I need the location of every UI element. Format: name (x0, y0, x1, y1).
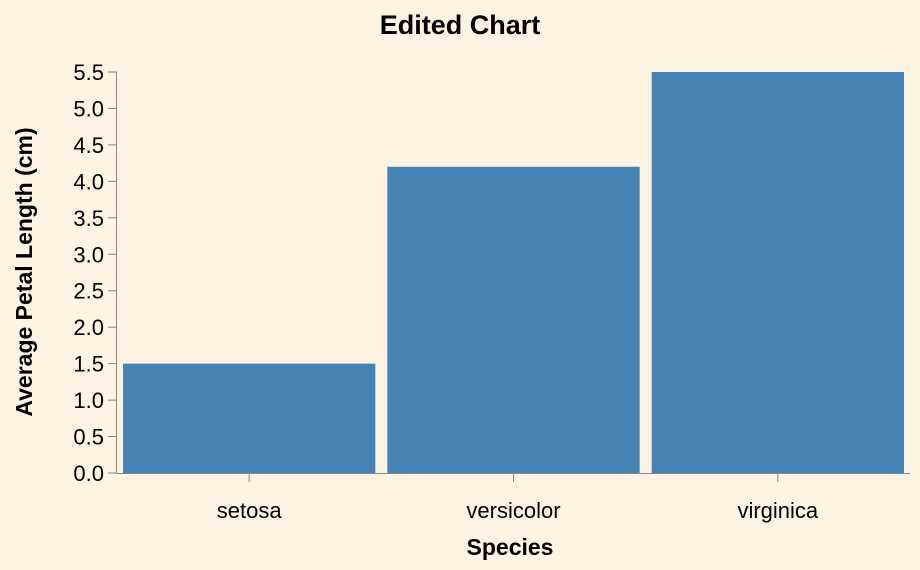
y-tick-label: 2.5 (73, 279, 104, 304)
y-axis: 0.0 0.5 1.0 1.5 2.0 2.5 3.0 3.5 4.0 4.5 5.0 5.5 (73, 60, 117, 486)
y-tick-label: 3.0 (73, 242, 104, 267)
chart-title: Edited Chart (380, 10, 541, 40)
y-tick-label: 2.0 (73, 315, 104, 340)
y-tick-label: 3.5 (73, 206, 104, 231)
y-tick-label: 0.5 (73, 425, 104, 450)
x-axis-title: Species (467, 534, 554, 560)
y-tick-label: 0.0 (73, 461, 104, 486)
x-tick-label-versicolor: versicolor (466, 498, 560, 523)
x-tick-label-setosa: setosa (217, 498, 283, 523)
y-tick-label: 5.5 (73, 60, 104, 85)
bars-layer (123, 72, 904, 474)
y-tick-label: 4.0 (73, 169, 104, 194)
bar-setosa (123, 363, 376, 473)
y-tick-label: 1.0 (73, 388, 104, 413)
bar-virginica (651, 72, 904, 473)
y-axis-title: Average Petal Length (cm) (11, 127, 37, 416)
y-tick-label: 5.0 (73, 96, 104, 121)
bar-versicolor (387, 166, 640, 474)
y-tick-label: 1.5 (73, 352, 104, 377)
y-tick-label: 4.5 (73, 133, 104, 158)
x-axis: setosa versicolor virginica (117, 473, 910, 523)
x-tick-label-virginica: virginica (737, 498, 818, 523)
